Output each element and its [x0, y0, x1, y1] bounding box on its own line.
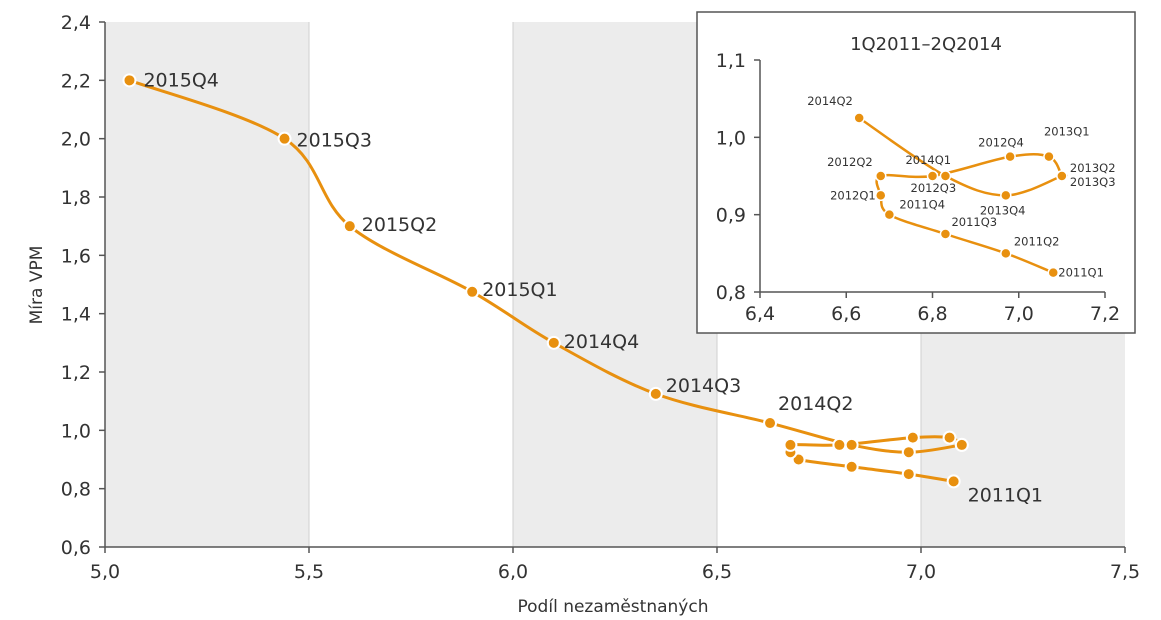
data-point-2011Q3 [844, 459, 859, 474]
data-point-2011Q1 [946, 474, 961, 489]
y-tick-label: 1,2 [61, 362, 91, 384]
inset-axes [754, 59, 1106, 298]
data-point-2011Q2 [901, 467, 916, 482]
y-tick-label: 0,8 [61, 479, 91, 501]
inset-point-label-2014Q2: 2014Q2 [807, 94, 853, 108]
y-tick-label: 2,2 [61, 70, 91, 92]
data-point-2015Q3 [277, 131, 292, 146]
inset-point-label-2011Q2: 2011Q2 [1014, 234, 1060, 248]
data-point-2014Q1 [844, 437, 859, 452]
inset-point-label-2012Q3: 2012Q3 [911, 181, 957, 195]
data-point-2014Q4 [546, 335, 561, 350]
inset-data-point-2014Q1 [939, 170, 952, 182]
inset-data-point-2012Q3 [926, 170, 939, 182]
inset-data-point-2012Q4 [1004, 150, 1016, 163]
main-axes [99, 21, 1126, 553]
inset-point-label-2012Q4: 2012Q4 [978, 136, 1024, 150]
data-point-2014Q2 [763, 416, 778, 431]
y-tick-label: 2,0 [61, 129, 91, 151]
inset-data-point-2011Q3 [939, 228, 952, 240]
main-tick-labels: 5,0 5,5 6,0 6,5 7,0 7,5 0,6 0,8 1,0 1,2 1,4 1,6 1,8 2… [61, 12, 1140, 583]
inset-data-point-2012Q2 [875, 170, 887, 182]
data-point-2012Q2 [783, 437, 798, 452]
x-tick-label: 6,0 [498, 561, 528, 583]
point-label-2015Q1: 2015Q1 [482, 279, 557, 301]
inset-point-label-2013Q1: 2013Q1 [1044, 125, 1090, 139]
inset-point-label-2012Q1: 2012Q1 [830, 188, 876, 202]
data-point-2013Q3 [954, 437, 969, 452]
data-point-2014Q3 [648, 386, 663, 401]
inset-point-label-2013Q2: 2013Q2 [1070, 161, 1116, 175]
inset-x-tick-label: 7,2 [1090, 303, 1120, 325]
inset-title: 1Q2011–2Q2014 [850, 34, 1002, 55]
inset-point-label-2014Q1: 2014Q1 [905, 153, 951, 167]
x-tick-label: 5,5 [294, 561, 324, 583]
shaded-band-0 [105, 22, 309, 547]
data-point-2015Q1 [465, 284, 480, 299]
inset-point-label-2013Q4: 2013Q4 [980, 203, 1026, 217]
data-point-2012Q3 [832, 437, 847, 452]
inset-data-point-2014Q2 [853, 112, 865, 124]
inset-data-point-2011Q2 [1000, 247, 1012, 260]
x-axis-label: Podíl nezaměstnaných [518, 597, 709, 617]
main-point-labels: 2011Q1 2014Q2 2014Q3 2014Q4 2015Q1 2015Q2 2015… [143, 69, 1043, 506]
inset-x-tick-label: 7,0 [1004, 303, 1034, 325]
inset-data-point-2013Q3 [1056, 170, 1068, 182]
y-tick-label: 1,4 [61, 304, 91, 326]
inset-point-label-2011Q1: 2011Q1 [1058, 266, 1104, 280]
inset-point-label-2011Q4: 2011Q4 [899, 198, 945, 212]
point-label-2015Q3: 2015Q3 [297, 130, 372, 152]
y-tick-label: 1,6 [61, 245, 91, 267]
inset-tick-labels: 6,4 6,6 6,8 7,0 7,2 0,8 0,9 1,0 1,1 [716, 50, 1120, 325]
point-label-2015Q4: 2015Q4 [143, 69, 218, 91]
point-label-2014Q3: 2014Q3 [666, 375, 741, 397]
inset-data-point-2013Q1 [1043, 150, 1055, 163]
y-axis-label: Míra VPM [27, 246, 47, 325]
inset-data-point-2011Q1 [1047, 266, 1059, 279]
data-point-2013Q1 [942, 430, 957, 445]
main-points [122, 73, 969, 489]
data-point-2012Q4 [905, 430, 920, 445]
inset-point-label-2011Q3: 2011Q3 [951, 215, 997, 229]
y-tick-label: 1,8 [61, 187, 91, 209]
inset-x-tick-label: 6,8 [917, 303, 947, 325]
data-point-2013Q4 [901, 445, 916, 460]
x-tick-label: 7,0 [906, 561, 936, 583]
inset-y-tick-label: 0,9 [716, 205, 746, 227]
x-tick-label: 6,5 [702, 561, 732, 583]
data-point-2015Q2 [342, 219, 357, 234]
inset-data-point-2013Q4 [1000, 189, 1012, 202]
inset-data-point-2012Q1 [875, 189, 887, 202]
x-tick-label: 7,5 [1110, 561, 1140, 583]
point-label-2011Q1: 2011Q1 [968, 484, 1043, 506]
inset-points [853, 112, 1068, 279]
shaded-band-1 [513, 22, 717, 547]
inset-point-label-2012Q2: 2012Q2 [827, 155, 873, 169]
x-tick-label: 5,0 [90, 561, 120, 583]
y-tick-label: 2,4 [61, 12, 91, 34]
y-tick-label: 1,0 [61, 420, 91, 442]
point-label-2015Q2: 2015Q2 [362, 214, 437, 236]
inset-x-tick-label: 6,4 [745, 303, 775, 325]
inset-point-labels: 2011Q1 2011Q2 2011Q3 2011Q4 2012Q1 2012Q2 2012… [807, 94, 1115, 280]
point-label-2014Q4: 2014Q4 [564, 331, 639, 353]
inset-x-tick-label: 6,6 [831, 303, 861, 325]
inset-data-point-2011Q4 [883, 208, 896, 221]
y-tick-label: 0,6 [61, 537, 91, 559]
inset-y-tick-label: 1,1 [716, 50, 746, 72]
inset-y-tick-label: 0,8 [716, 282, 746, 304]
inset-chart: 1Q2011–2Q2014 6,4 6,6 6,8 7,0 7,2 0,8 0,9 1,0 1,… [696, 11, 1136, 334]
data-point-2015Q4 [122, 73, 137, 88]
point-label-2014Q2: 2014Q2 [778, 393, 853, 415]
inset-y-tick-label: 1,0 [716, 127, 746, 149]
inset-point-label-2013Q3: 2013Q3 [1070, 175, 1116, 189]
